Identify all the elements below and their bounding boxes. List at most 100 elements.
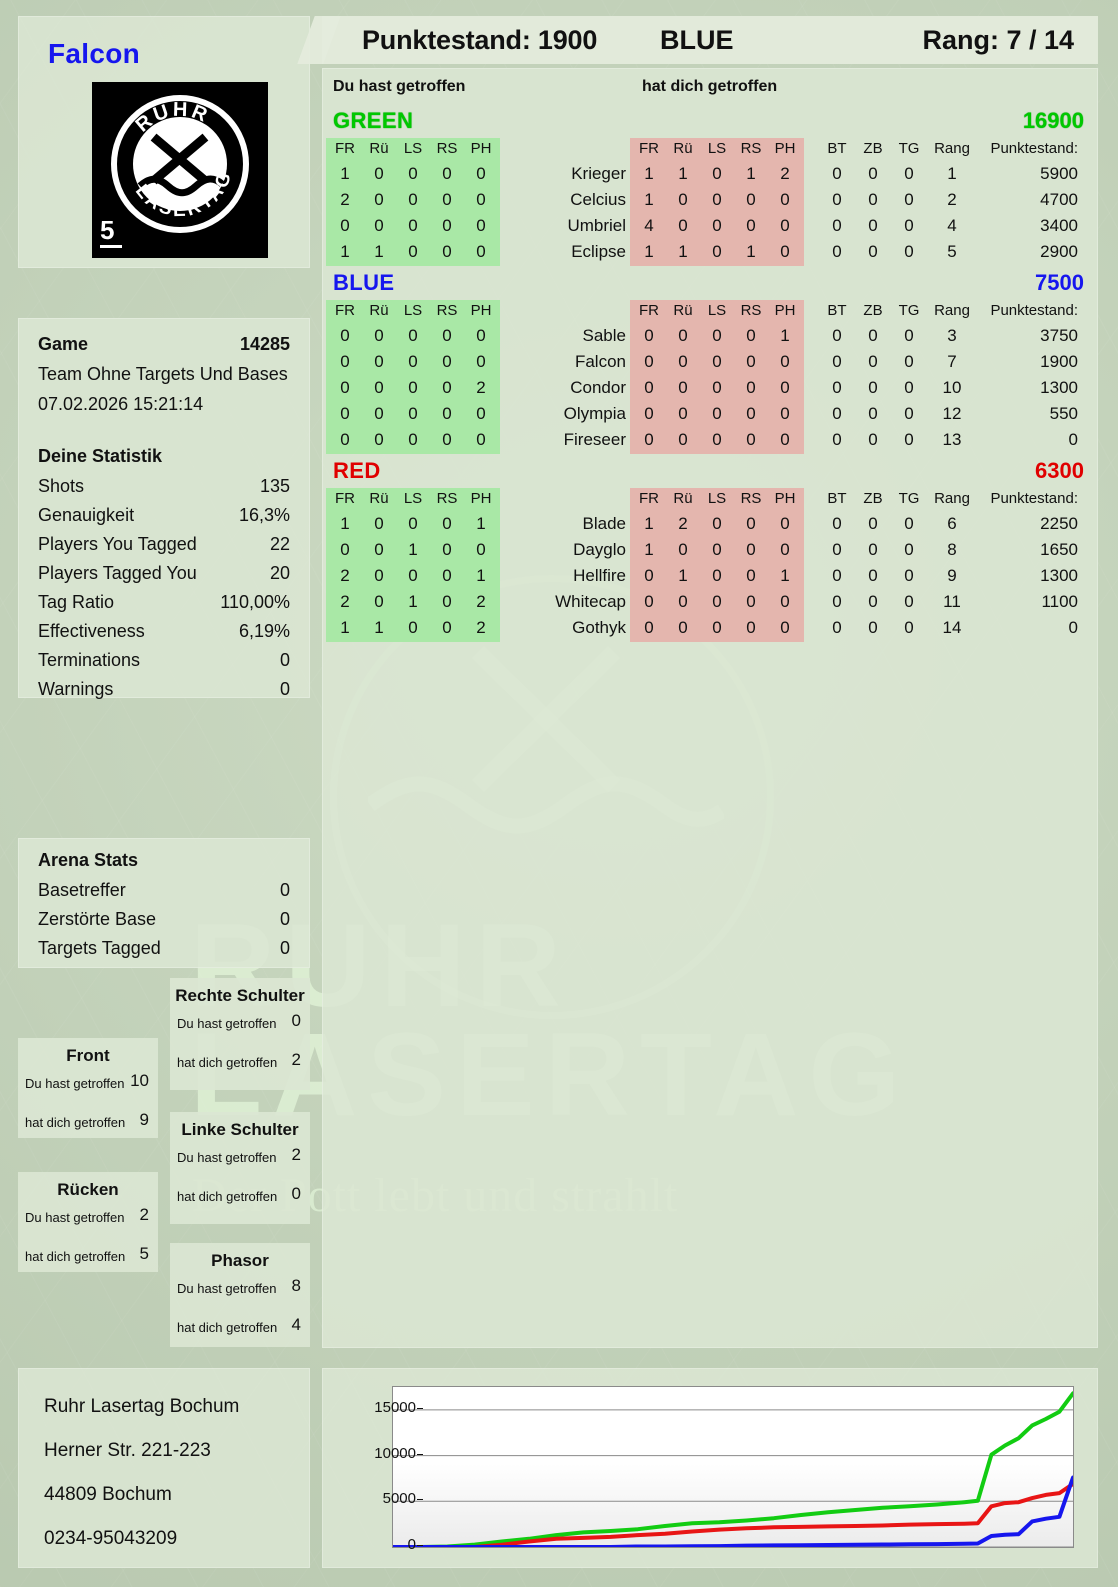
cell-taken: 0: [678, 190, 688, 209]
cell-hit: 0: [340, 404, 350, 423]
cell-hit: 0: [442, 326, 452, 345]
cell-taken: 0: [712, 164, 722, 183]
cell-taken: 0: [712, 190, 722, 209]
cell-taken: 0: [746, 378, 756, 397]
body-part-taken-value-rechte-schulter: 2: [291, 1050, 301, 1069]
cell-hit: 0: [408, 190, 418, 209]
cell-taken: 0: [678, 352, 688, 371]
table-row[interactable]: 2 0 0 0 1 Hellfire 0 1 0 0 1 0 0 0 9 1300: [322, 566, 1098, 592]
player-stat-label: Warnings: [38, 679, 114, 699]
cell-taken: 0: [712, 404, 722, 423]
score-header-bar: Punktestand: 1900 BLUE Rang: 7 / 14: [297, 16, 1098, 64]
col-header-hit-PH: PH: [470, 302, 492, 319]
col-header-punktestand: Punktestand:: [990, 302, 1078, 319]
player-name: Falcon: [574, 352, 626, 371]
cell-bt: 0: [832, 514, 842, 533]
table-row[interactable]: 1 0 0 0 1 Blade 1 2 0 0 0 0 0 0 6 2250: [322, 514, 1098, 540]
col-header-punktestand: Punktestand:: [990, 490, 1078, 507]
cell-taken: 0: [644, 404, 654, 423]
player-name: Fireseer: [563, 430, 626, 449]
cell-taken: 0: [712, 592, 722, 611]
table-row[interactable]: 0 0 0 0 0 Fireseer 0 0 0 0 0 0 0 0 13 0: [322, 430, 1098, 456]
table-row[interactable]: 2 0 1 0 2 Whitecap 0 0 0 0 0 0 0 0 11 1100: [322, 592, 1098, 618]
cell-hit: 0: [476, 352, 486, 371]
table-row[interactable]: 2 0 0 0 0 Celcius 1 0 0 0 0 0 0 0 2 4700: [322, 190, 1098, 216]
cell-hit: 0: [476, 404, 486, 423]
cell-hit: 0: [442, 618, 452, 637]
col-header-taken-LS: LS: [707, 140, 727, 157]
team-block-green: GREEN 16900 FR Rü LS RS PH FR Rü LS RS PH BT ZB TG Rang…: [322, 108, 1098, 266]
cell-rang: 14: [942, 618, 962, 637]
col-header-taken-FR: FR: [639, 302, 659, 319]
address-line-4: 0234-95043209: [44, 1528, 178, 1549]
table-row[interactable]: 1 1 0 0 0 Eclipse 1 1 0 1 0 0 0 0 5 2900: [322, 242, 1098, 268]
body-part-hit-value-phasor: 8: [291, 1276, 301, 1295]
cell-taken: 0: [746, 326, 756, 345]
body-part-box-rechte-schulter: Rechte Schulter Du hast getroffen 0 hat dic…: [170, 978, 310, 1090]
cell-bt: 0: [832, 164, 842, 183]
chart-y-tick-label: 5000: [383, 1490, 423, 1507]
cell-taken: 0: [780, 430, 790, 449]
cell-taken: 0: [746, 592, 756, 611]
table-row[interactable]: 1 0 0 0 0 Krieger 1 1 0 1 2 0 0 0 1 5900: [322, 164, 1098, 190]
col-header-taken-Rü: Rü: [673, 302, 693, 319]
table-row[interactable]: 0 0 0 0 0 Olympia 0 0 0 0 0 0 0 0 12 550: [322, 404, 1098, 430]
cell-zb: 0: [868, 592, 878, 611]
body-part-taken-label: hat dich getroffen: [177, 1189, 278, 1204]
cell-taken: 1: [746, 164, 756, 183]
arena-stat-label: Zerstörte Base: [38, 909, 157, 929]
cell-rang: 4: [947, 216, 957, 235]
player-name: Condor: [570, 378, 626, 397]
table-row[interactable]: 0 0 0 0 0 Falcon 0 0 0 0 0 0 0 0 7 1900: [322, 352, 1098, 378]
cell-hit: 0: [408, 566, 418, 585]
table-row[interactable]: 0 0 0 0 2 Condor 0 0 0 0 0 0 0 0 10 1300: [322, 378, 1098, 404]
table-row[interactable]: 0 0 1 0 0 Dayglo 1 0 0 0 0 0 0 0 8 1650: [322, 540, 1098, 566]
col-header-BT: BT: [827, 490, 847, 507]
cell-taken: 0: [780, 618, 790, 637]
col-header-taken-FR: FR: [639, 490, 659, 507]
table-row[interactable]: 0 0 0 0 0 Sable 0 0 0 0 1 0 0 0 3 3750: [322, 326, 1098, 352]
cell-rang: 11: [943, 592, 961, 611]
player-score: 3750: [1040, 326, 1078, 345]
col-header-Rang: Rang: [934, 302, 970, 319]
cell-tg: 0: [904, 566, 914, 585]
cell-hit: 2: [340, 566, 350, 585]
cell-taken: 0: [678, 216, 688, 235]
chart-y-tick-mark: [417, 1453, 423, 1455]
table-row[interactable]: 0 0 0 0 0 Umbriel 4 0 0 0 0 0 0 0 4 3400: [322, 216, 1098, 242]
cell-taken: 0: [780, 242, 790, 261]
player-stat-row: Warnings 0: [38, 679, 290, 700]
player-name: Blade: [582, 514, 626, 533]
table-row[interactable]: 1 1 0 0 2 Gothyk 0 0 0 0 0 0 0 0 14 0: [322, 618, 1098, 644]
game-title: Game: [38, 334, 89, 354]
cell-zb: 0: [868, 514, 878, 533]
player-score: 5900: [1040, 164, 1078, 183]
cell-hit: 0: [476, 430, 486, 449]
cell-hit: 0: [374, 540, 384, 559]
col-header-taken-PH: PH: [774, 490, 796, 507]
cell-hit: 0: [442, 592, 452, 611]
player-stat-row: Players You Tagged 22: [38, 534, 290, 555]
cell-hit: 0: [408, 514, 418, 533]
cell-rang: 9: [947, 566, 957, 585]
cell-zb: 0: [868, 242, 878, 261]
cell-bt: 0: [832, 326, 842, 345]
player-score: 0: [1068, 618, 1078, 637]
col-header-hit-PH: PH: [470, 140, 492, 157]
cell-taken: 1: [780, 566, 790, 585]
cell-hit: 0: [442, 566, 452, 585]
player-stat-label: Tag Ratio: [38, 592, 115, 612]
player-score: 1300: [1040, 566, 1078, 585]
cell-hit: 2: [476, 618, 486, 637]
body-part-taken-value-front: 9: [139, 1110, 149, 1129]
arena-stat-row: Targets Tagged 0: [38, 938, 290, 959]
cell-tg: 0: [904, 592, 914, 611]
scoreboard-panel: Du hast getroffen hat dich getroffen GRE…: [322, 68, 1098, 1348]
cell-taken: 0: [780, 540, 790, 559]
cell-hit: 0: [340, 216, 350, 235]
col-header-taken-Rü: Rü: [673, 140, 693, 157]
col-header-hit-Rü: Rü: [369, 490, 389, 507]
chart-y-tick-label: 10000: [374, 1445, 423, 1462]
player-stat-row: Effectiveness 6,19%: [38, 621, 290, 642]
body-part-hit-label: Du hast getroffen: [177, 1150, 277, 1165]
